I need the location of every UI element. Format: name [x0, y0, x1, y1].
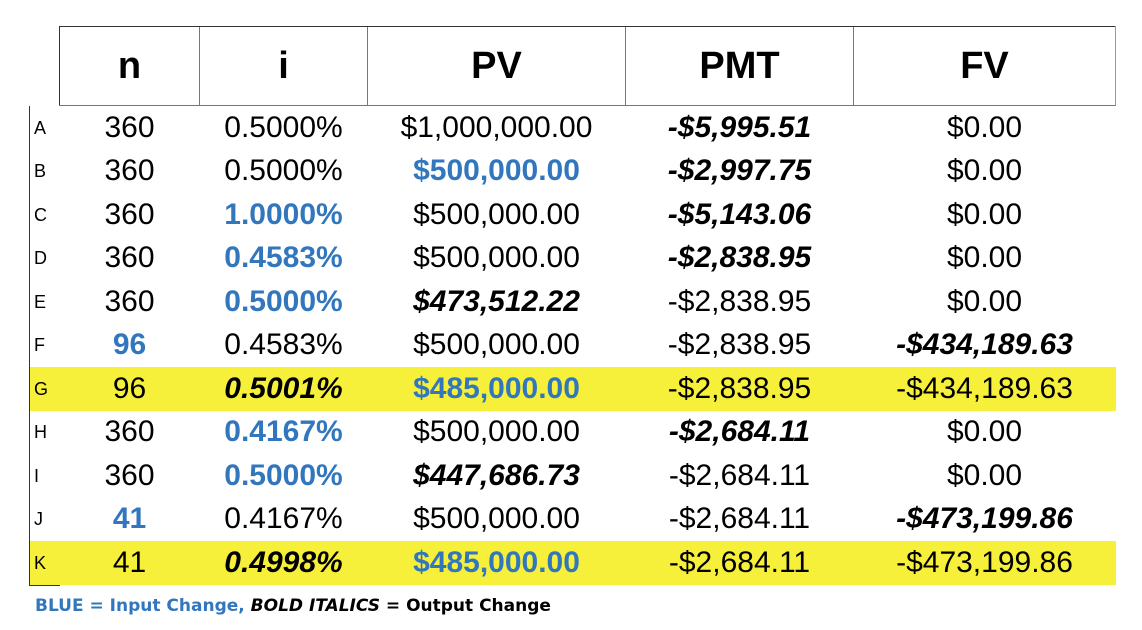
cell-pv: $447,686.73	[413, 458, 580, 492]
row-label: G	[29, 367, 60, 411]
cell-fv: $0.00	[946, 415, 1023, 449]
cell-pmt: -$2,684.11	[625, 541, 854, 585]
cell-pv: $500,000.00	[413, 415, 580, 449]
cell-n: 360	[104, 241, 155, 275]
cell-n: 96	[112, 328, 147, 362]
cell-fv: $0.00	[946, 197, 1023, 231]
cell-fv: $0.00	[946, 110, 1023, 144]
cell-pmt: -$2,838.95	[667, 284, 812, 318]
cell-fv: $0.00	[946, 154, 1023, 188]
table-row: E 360 0.5000% $473,512.22 -$2,838.95 $0.…	[29, 280, 1116, 324]
cell-i: 0.5000%	[224, 154, 343, 188]
row-label: B	[29, 149, 60, 193]
cell-fv: $0.00	[946, 241, 1023, 275]
cell-i: 0.4167%	[224, 502, 343, 536]
header-fv: FV	[853, 26, 1116, 106]
cell-n: 360	[104, 197, 155, 231]
header-pv: PV	[367, 26, 626, 106]
table-row-highlighted: K 41 0.4998% $485,000.00 -$2,684.11 -$47…	[29, 541, 1116, 586]
legend-rest-text: = Output Change	[385, 596, 551, 616]
cell-pmt: -$2,838.95	[667, 241, 812, 275]
header-i: i	[199, 26, 368, 106]
cell-pv: $485,000.00	[367, 541, 626, 585]
row-label: F	[29, 323, 60, 367]
legend-bold-italic-text: BOLD ITALICS	[250, 596, 380, 616]
table-row: H 360 0.4167% $500,000.00 -$2,684.11 $0.…	[29, 410, 1116, 454]
cell-i: 0.4998%	[199, 541, 368, 585]
row-label: E	[29, 280, 60, 324]
cell-i: 0.4583%	[224, 328, 343, 362]
cell-pv: $485,000.00	[367, 367, 626, 411]
row-label: H	[29, 410, 60, 454]
cell-i: 0.5000%	[224, 458, 343, 492]
cell-pmt: -$2,684.11	[668, 415, 811, 449]
table-row-highlighted: G 96 0.5001% $485,000.00 -$2,838.95 -$43…	[29, 367, 1116, 411]
cell-n: 360	[104, 110, 155, 144]
cell-fv: -$434,189.63	[853, 367, 1116, 411]
cell-i: 0.5001%	[199, 367, 368, 411]
header-n: n	[59, 26, 200, 106]
legend-blue-text: BLUE = Input Change,	[35, 596, 245, 616]
cell-pv: $500,000.00	[413, 328, 580, 362]
cell-n: 96	[59, 367, 200, 411]
row-label: I	[29, 454, 60, 498]
table-row: A 360 0.5000% $1,000,000.00 -$5,995.51 $…	[29, 105, 1116, 150]
header-pmt: PMT	[625, 26, 854, 106]
cell-pmt: -$2,684.11	[668, 502, 811, 536]
cell-i: 0.4583%	[224, 241, 343, 275]
cell-pv: $500,000.00	[413, 197, 580, 231]
cell-fv: -$473,199.86	[896, 502, 1073, 536]
cell-fv: -$473,199.86	[853, 541, 1116, 585]
cell-pmt: -$5,995.51	[667, 110, 812, 144]
cell-fv: $0.00	[946, 458, 1023, 492]
legend-caption: BLUE = Input Change, BOLD ITALICS = Outp…	[35, 596, 551, 616]
table-row: B 360 0.5000% $500,000.00 -$2,997.75 $0.…	[29, 149, 1116, 193]
row-label: K	[29, 541, 60, 586]
table-row: F 96 0.4583% $500,000.00 -$2,838.95 -$43…	[29, 323, 1116, 367]
cell-i: 1.0000%	[224, 197, 343, 231]
cell-pmt: -$2,684.11	[668, 458, 811, 492]
cell-pv: $473,512.22	[413, 284, 580, 318]
cell-pmt: -$2,838.95	[667, 328, 812, 362]
row-label: J	[29, 497, 60, 541]
cell-i: 0.5000%	[224, 110, 343, 144]
cell-i: 0.4167%	[224, 415, 343, 449]
cell-pmt: -$5,143.06	[667, 197, 812, 231]
row-label: D	[29, 236, 60, 280]
cell-n: 41	[112, 502, 147, 536]
cell-n: 41	[59, 541, 200, 585]
cell-n: 360	[104, 415, 155, 449]
table-row: D 360 0.4583% $500,000.00 -$2,838.95 $0.…	[29, 236, 1116, 280]
cell-n: 360	[104, 154, 155, 188]
header-row: n i PV PMT FV	[30, 26, 1116, 106]
header-corner	[30, 27, 60, 106]
cell-n: 360	[104, 284, 155, 318]
tvm-table: n i PV PMT FV A 360 0.5000% $1,000,000.0…	[29, 26, 1116, 586]
table-row: I 360 0.5000% $447,686.73 -$2,684.11 $0.…	[29, 454, 1116, 498]
row-label: C	[29, 193, 60, 237]
cell-fv: $0.00	[946, 284, 1023, 318]
table-row: J 41 0.4167% $500,000.00 -$2,684.11 -$47…	[29, 497, 1116, 541]
cell-pv: $500,000.00	[413, 241, 580, 275]
row-label: A	[29, 105, 60, 150]
cell-fv: -$434,189.63	[896, 328, 1073, 362]
cell-pv: $500,000.00	[413, 502, 580, 536]
cell-pv: $1,000,000.00	[400, 110, 593, 144]
table-row: C 360 1.0000% $500,000.00 -$5,143.06 $0.…	[29, 193, 1116, 237]
cell-n: 360	[104, 458, 155, 492]
cell-pmt: -$2,838.95	[625, 367, 854, 411]
cell-pmt: -$2,997.75	[667, 154, 812, 188]
cell-pv: $500,000.00	[413, 154, 580, 188]
cell-i: 0.5000%	[224, 284, 343, 318]
